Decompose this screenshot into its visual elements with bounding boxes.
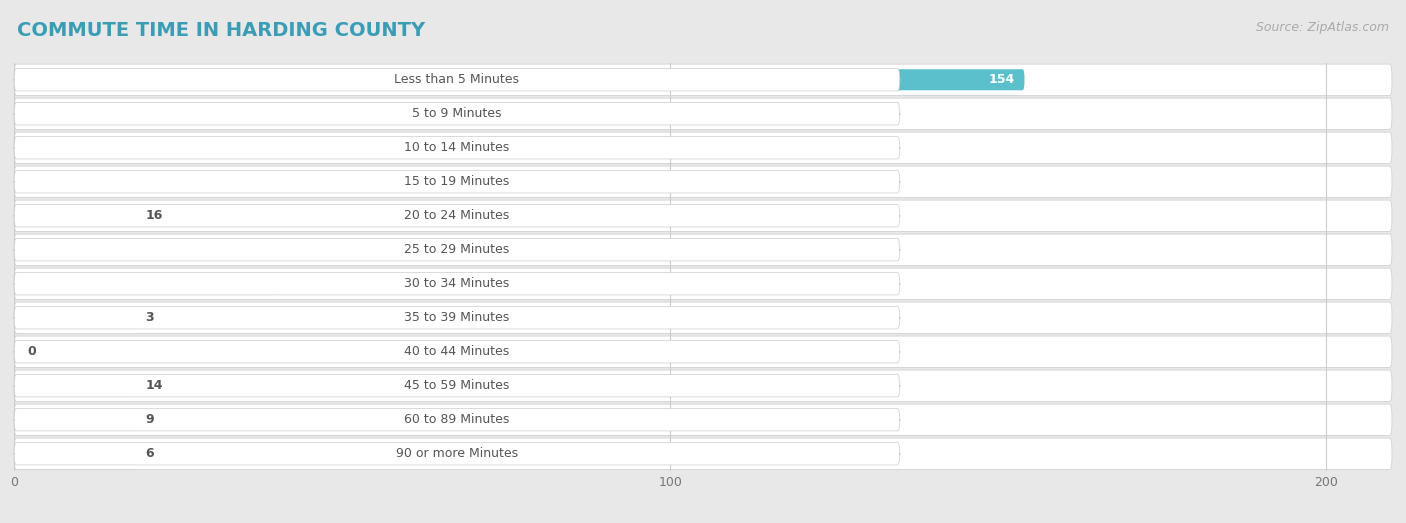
Text: 25 to 29 Minutes: 25 to 29 Minutes: [405, 243, 509, 256]
FancyBboxPatch shape: [14, 69, 900, 91]
FancyBboxPatch shape: [14, 170, 900, 193]
Text: 20 to 24 Minutes: 20 to 24 Minutes: [405, 209, 509, 222]
FancyBboxPatch shape: [14, 137, 900, 159]
Text: 90 or more Minutes: 90 or more Minutes: [396, 447, 517, 460]
Text: 154: 154: [988, 73, 1015, 86]
Text: 30 to 34 Minutes: 30 to 34 Minutes: [405, 277, 509, 290]
Text: 85: 85: [544, 107, 562, 120]
Text: 3: 3: [145, 311, 153, 324]
FancyBboxPatch shape: [14, 273, 277, 294]
FancyBboxPatch shape: [14, 268, 1392, 299]
Text: Source: ZipAtlas.com: Source: ZipAtlas.com: [1256, 21, 1389, 34]
Text: 10 to 14 Minutes: 10 to 14 Minutes: [405, 141, 509, 154]
FancyBboxPatch shape: [14, 409, 132, 430]
FancyBboxPatch shape: [14, 404, 1392, 435]
Text: 54: 54: [342, 175, 359, 188]
Text: COMMUTE TIME IN HARDING COUNTY: COMMUTE TIME IN HARDING COUNTY: [17, 21, 425, 40]
FancyBboxPatch shape: [14, 103, 572, 124]
Text: 40: 40: [249, 277, 267, 290]
Text: 14: 14: [145, 379, 163, 392]
FancyBboxPatch shape: [14, 438, 1392, 469]
Text: 9: 9: [145, 413, 153, 426]
FancyBboxPatch shape: [14, 171, 368, 192]
FancyBboxPatch shape: [14, 103, 900, 125]
Text: 71: 71: [453, 141, 470, 154]
FancyBboxPatch shape: [14, 302, 1392, 333]
Text: 15 to 19 Minutes: 15 to 19 Minutes: [405, 175, 509, 188]
FancyBboxPatch shape: [14, 98, 1392, 129]
Text: Less than 5 Minutes: Less than 5 Minutes: [395, 73, 519, 86]
FancyBboxPatch shape: [14, 443, 132, 464]
Text: 37: 37: [229, 243, 247, 256]
FancyBboxPatch shape: [14, 336, 1392, 367]
FancyBboxPatch shape: [14, 442, 900, 465]
Text: 0: 0: [27, 345, 37, 358]
FancyBboxPatch shape: [14, 306, 900, 329]
FancyBboxPatch shape: [14, 204, 900, 227]
FancyBboxPatch shape: [14, 166, 1392, 197]
FancyBboxPatch shape: [14, 374, 900, 397]
FancyBboxPatch shape: [14, 69, 1025, 90]
Text: 35 to 39 Minutes: 35 to 39 Minutes: [405, 311, 509, 324]
FancyBboxPatch shape: [14, 408, 900, 431]
FancyBboxPatch shape: [14, 137, 479, 158]
FancyBboxPatch shape: [14, 375, 132, 396]
Text: 45 to 59 Minutes: 45 to 59 Minutes: [405, 379, 509, 392]
FancyBboxPatch shape: [14, 307, 132, 328]
FancyBboxPatch shape: [14, 272, 900, 295]
FancyBboxPatch shape: [14, 370, 1392, 401]
FancyBboxPatch shape: [14, 64, 1392, 95]
FancyBboxPatch shape: [14, 205, 132, 226]
FancyBboxPatch shape: [14, 200, 1392, 231]
FancyBboxPatch shape: [14, 238, 900, 261]
Text: 60 to 89 Minutes: 60 to 89 Minutes: [405, 413, 509, 426]
Text: 40 to 44 Minutes: 40 to 44 Minutes: [405, 345, 509, 358]
FancyBboxPatch shape: [14, 234, 1392, 265]
FancyBboxPatch shape: [14, 132, 1392, 163]
FancyBboxPatch shape: [14, 340, 900, 363]
Text: 16: 16: [145, 209, 163, 222]
Text: 6: 6: [145, 447, 153, 460]
Text: 5 to 9 Minutes: 5 to 9 Minutes: [412, 107, 502, 120]
FancyBboxPatch shape: [14, 239, 257, 260]
